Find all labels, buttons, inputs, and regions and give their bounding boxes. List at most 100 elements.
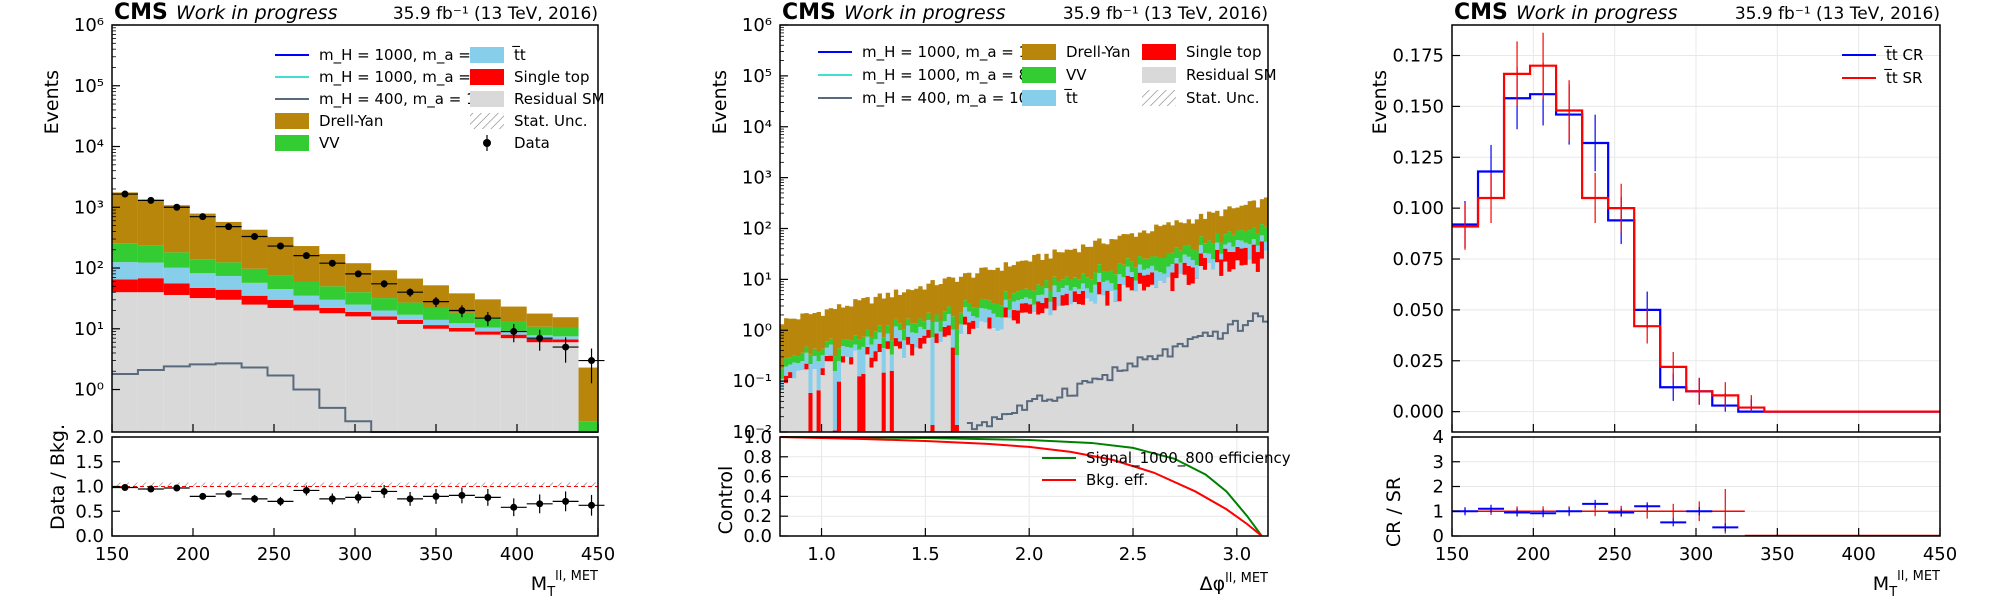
mid-bar	[1259, 241, 1265, 259]
mid-bar	[971, 320, 976, 329]
mid-bar	[1247, 230, 1253, 245]
mid-bar	[1219, 259, 1224, 276]
right-legend-0-label: t̅t CR	[1884, 45, 1924, 64]
mid-bar-drell-yan	[881, 298, 887, 338]
mid-bar	[958, 324, 964, 335]
mid-bar	[1207, 263, 1212, 432]
mid-bar	[1105, 271, 1110, 281]
left-legend-7-label: Stat. Unc.	[514, 112, 588, 130]
mid-bar	[999, 317, 1004, 330]
mid-bar-drell-yan	[820, 315, 826, 349]
mid-bar	[873, 361, 878, 432]
mid-bar	[1101, 295, 1106, 432]
mid-bar	[849, 340, 854, 348]
x-label-sub: T	[1888, 585, 1897, 600]
mid-bar	[828, 338, 834, 345]
mid-y-tick-label: 10²	[742, 219, 772, 240]
mid-bar-drell-yan	[1198, 213, 1204, 237]
mid-bar-drell-yan	[906, 289, 911, 319]
mid-bar	[1109, 283, 1114, 292]
mid-bar-drell-yan	[1019, 260, 1025, 290]
data-point	[380, 280, 388, 288]
bkg-efficiency-line	[779, 436, 1263, 537]
mid-bar-drell-yan	[1052, 249, 1057, 277]
mid-bar	[841, 356, 846, 363]
bar-single-top	[189, 287, 216, 299]
bar-residual-sm	[397, 323, 424, 432]
bar-single-top	[371, 316, 398, 320]
mid-bar-drell-yan	[995, 267, 1000, 305]
mid-bar	[877, 352, 882, 432]
data-point	[199, 213, 207, 221]
mid-bar	[950, 316, 956, 330]
mid-bar-drell-yan	[1219, 216, 1224, 243]
mid-bar-drell-yan	[1251, 200, 1257, 228]
mid-bar	[1072, 301, 1078, 432]
mid-bar	[1202, 269, 1208, 432]
mid-bar	[1202, 253, 1208, 258]
mid-y-tick-label: 10³	[742, 168, 772, 189]
mid-bar	[808, 363, 813, 393]
mid-bar	[1125, 275, 1131, 288]
mid-bar	[975, 328, 980, 432]
mid-bar	[1019, 312, 1025, 432]
mid-bar	[1076, 288, 1082, 294]
bar-t-t	[423, 319, 449, 326]
mid-bar	[1028, 290, 1033, 299]
mid-bar	[1024, 297, 1029, 304]
right-y-tick-label: 0.150	[1392, 96, 1444, 117]
mid-bar	[926, 337, 931, 432]
mid-bar-drell-yan	[1080, 244, 1086, 274]
bar-vv	[397, 302, 424, 315]
ratio-point	[536, 500, 544, 508]
left-ratio-y-tick-label: 1.0	[75, 477, 104, 498]
bar-single-top	[448, 327, 475, 332]
bar-drell-yan	[500, 306, 527, 322]
mid-bar	[1235, 260, 1240, 432]
mid-bar	[804, 363, 809, 370]
left-legend-3-swatch	[470, 69, 504, 85]
mid-bar	[780, 378, 785, 390]
mid-legend-7-label: t̅t	[1064, 88, 1078, 107]
mid-bar	[1007, 318, 1013, 432]
mid-bar	[897, 323, 903, 331]
mid-bar-drell-yan	[889, 297, 895, 341]
mid-bar-drell-yan	[1174, 220, 1179, 248]
mid-bar	[1239, 265, 1244, 432]
mid-bar-drell-yan	[1215, 210, 1220, 234]
mid-bar	[1052, 276, 1057, 286]
mid-bar	[1170, 264, 1175, 273]
mid-bar	[922, 343, 927, 432]
mid-bar	[946, 335, 952, 432]
bar-residual-sm	[500, 338, 527, 432]
mid-bar	[1227, 231, 1232, 243]
mid-bar-drell-yan	[1064, 249, 1070, 277]
mid-bar	[1044, 308, 1049, 432]
mid-bar	[1089, 279, 1094, 293]
mid-bar	[792, 378, 797, 432]
mid-bar-drell-yan	[885, 292, 891, 326]
mid-bar-drell-yan	[1024, 260, 1029, 289]
ratio-point	[276, 497, 284, 505]
mid-bar-drell-yan	[1072, 248, 1078, 278]
mid-bar-drell-yan	[1202, 218, 1208, 244]
ratio-point	[147, 485, 155, 493]
ratio-point	[354, 493, 362, 501]
mid-bar	[1207, 253, 1212, 264]
bar-vv	[241, 268, 268, 283]
mid-bar-drell-yan	[1007, 266, 1013, 300]
mid-bar	[1247, 259, 1253, 432]
mid-bar	[1117, 283, 1122, 302]
mid-bar	[1190, 249, 1196, 261]
mid-bar	[853, 335, 858, 345]
mid-bar	[1215, 242, 1220, 250]
bar-t-t	[319, 299, 346, 308]
mid-bar	[930, 322, 935, 338]
bar-drell-yan	[163, 205, 190, 253]
mid-bar	[1060, 279, 1065, 289]
mid-bar	[1170, 291, 1175, 432]
mid-bar	[1231, 251, 1236, 270]
mid-bar-drell-yan	[824, 309, 830, 342]
mid-bar	[1044, 280, 1049, 289]
mid-bar	[1040, 294, 1045, 304]
